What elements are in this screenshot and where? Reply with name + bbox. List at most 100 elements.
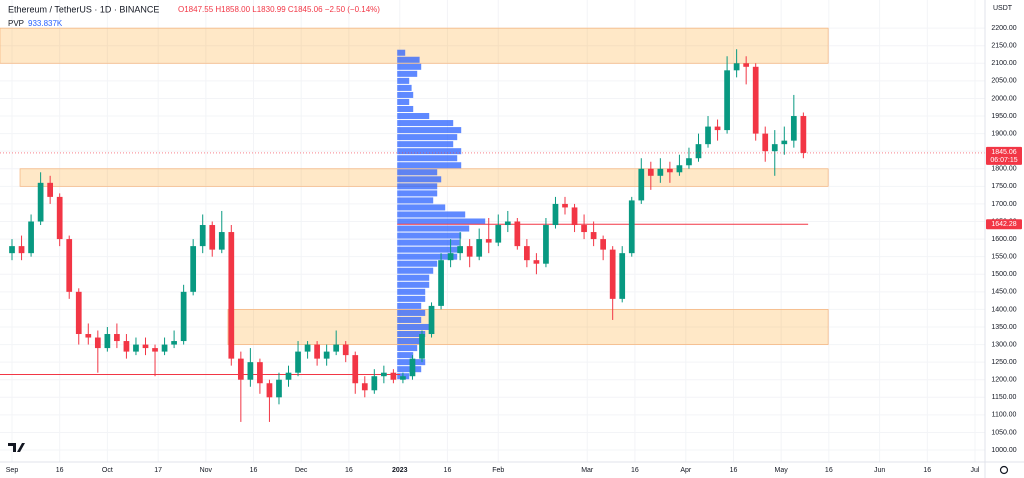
tv-logo[interactable] — [8, 443, 25, 452]
candle-body — [752, 66, 759, 134]
x-tick-label: 16 — [345, 467, 353, 474]
indicator-value: 933.837K — [28, 19, 63, 28]
profile-bar — [397, 309, 426, 316]
candle-body — [466, 246, 473, 257]
candle-body — [771, 144, 778, 152]
profile-bar — [397, 63, 422, 70]
y-tick-label: 2150.00 — [991, 43, 1016, 50]
y-tick-label: 1950.00 — [991, 113, 1016, 120]
profile-bar — [397, 267, 434, 274]
x-tick-label: 16 — [631, 467, 639, 474]
x-tick-label: 16 — [444, 467, 452, 474]
x-tick-label: Dec — [295, 467, 308, 474]
candle-body — [37, 182, 44, 222]
candle-body — [161, 344, 168, 352]
candle-body — [85, 334, 92, 338]
candle-body — [781, 140, 788, 145]
candle-body — [638, 168, 645, 201]
poc-box — [986, 219, 1022, 230]
candle-body — [581, 225, 587, 233]
profile-bar — [397, 127, 462, 134]
candle-body — [218, 232, 225, 250]
profile-bar — [397, 302, 422, 309]
x-tick-label: Apr — [680, 467, 692, 474]
candle-body — [571, 207, 578, 226]
profile-bar — [397, 98, 410, 105]
y-tick-label: 1150.00 — [992, 394, 1017, 401]
candle-body — [18, 246, 25, 254]
candle-body — [133, 344, 139, 352]
candle-body — [533, 260, 540, 264]
profile-bar — [397, 352, 414, 359]
candle-body — [75, 291, 82, 335]
candle-body — [285, 372, 292, 380]
candle-body — [562, 203, 568, 208]
candle-body — [428, 305, 435, 335]
candle-body — [543, 225, 549, 264]
y-tick-label: 1800.00 — [991, 166, 1016, 173]
candle-body — [524, 246, 530, 261]
candle-body — [733, 63, 740, 71]
y-tick-label: 1550.00 — [991, 254, 1016, 261]
x-tick-label: Oct — [102, 467, 113, 474]
candle-body — [724, 70, 730, 131]
indicator-name[interactable]: PVP — [8, 19, 24, 28]
candle-body — [104, 334, 111, 349]
candle-body — [9, 246, 15, 254]
candle-body — [333, 344, 340, 352]
profile-bar — [397, 197, 434, 204]
candle-body — [266, 383, 273, 398]
settings-icon[interactable] — [999, 465, 1009, 475]
candle-body — [352, 355, 359, 384]
currency[interactable]: USDT — [993, 5, 1013, 12]
x-tick-label: Jul — [971, 467, 980, 474]
y-tick-label: 1700.00 — [991, 201, 1016, 208]
candle-body — [171, 341, 177, 345]
profile-bar — [397, 190, 438, 197]
x-tick-label: 16 — [250, 467, 258, 474]
y-tick-label: 2050.00 — [991, 78, 1016, 85]
x-tick-label: 16 — [56, 467, 64, 474]
candle-body — [152, 348, 158, 352]
candle-body — [257, 362, 263, 384]
profile-bar — [397, 56, 420, 63]
candle-body — [380, 372, 387, 377]
last-price-label: 1845.06 — [991, 149, 1016, 156]
profile-bar — [397, 141, 454, 148]
y-tick-label: 1450.00 — [991, 289, 1016, 296]
candle-body — [323, 351, 330, 359]
candle-body — [695, 144, 702, 159]
candle-body — [714, 126, 721, 131]
profile-bar — [397, 288, 426, 295]
y-tick-label: 1350.00 — [991, 324, 1016, 331]
profile-bar — [397, 183, 438, 190]
profile-bar — [397, 281, 430, 288]
candle-body — [590, 232, 597, 240]
candle-body — [314, 344, 320, 359]
candle-body — [304, 344, 311, 352]
x-tick-label: 16 — [825, 467, 833, 474]
candle-body — [762, 133, 769, 152]
candle-body — [790, 116, 797, 141]
y-tick-label: 2200.00 — [991, 25, 1016, 32]
profile-bar — [397, 113, 430, 120]
candle-body — [676, 165, 683, 173]
poc-label: 1642.28 — [991, 221, 1016, 228]
candle-body — [66, 239, 73, 292]
symbol-title: Ethereum / TetherUS · 1D · BINANCE — [8, 4, 159, 14]
y-tick-label: 1750.00 — [991, 183, 1016, 190]
y-tick-label: 1900.00 — [991, 130, 1016, 137]
profile-bar — [397, 338, 422, 345]
candle-body — [28, 221, 34, 254]
profile-bar — [397, 162, 462, 169]
x-tick-label: Sep — [6, 467, 19, 474]
candle-body — [390, 372, 397, 380]
candle-body — [295, 351, 301, 373]
candle-body — [371, 376, 378, 391]
candle-body — [686, 158, 692, 166]
candle-body — [657, 168, 664, 176]
y-tick-label: 1200.00 — [991, 377, 1016, 384]
profile-bar — [397, 204, 446, 211]
profile-bar — [397, 91, 414, 98]
profile-bar — [397, 225, 470, 232]
